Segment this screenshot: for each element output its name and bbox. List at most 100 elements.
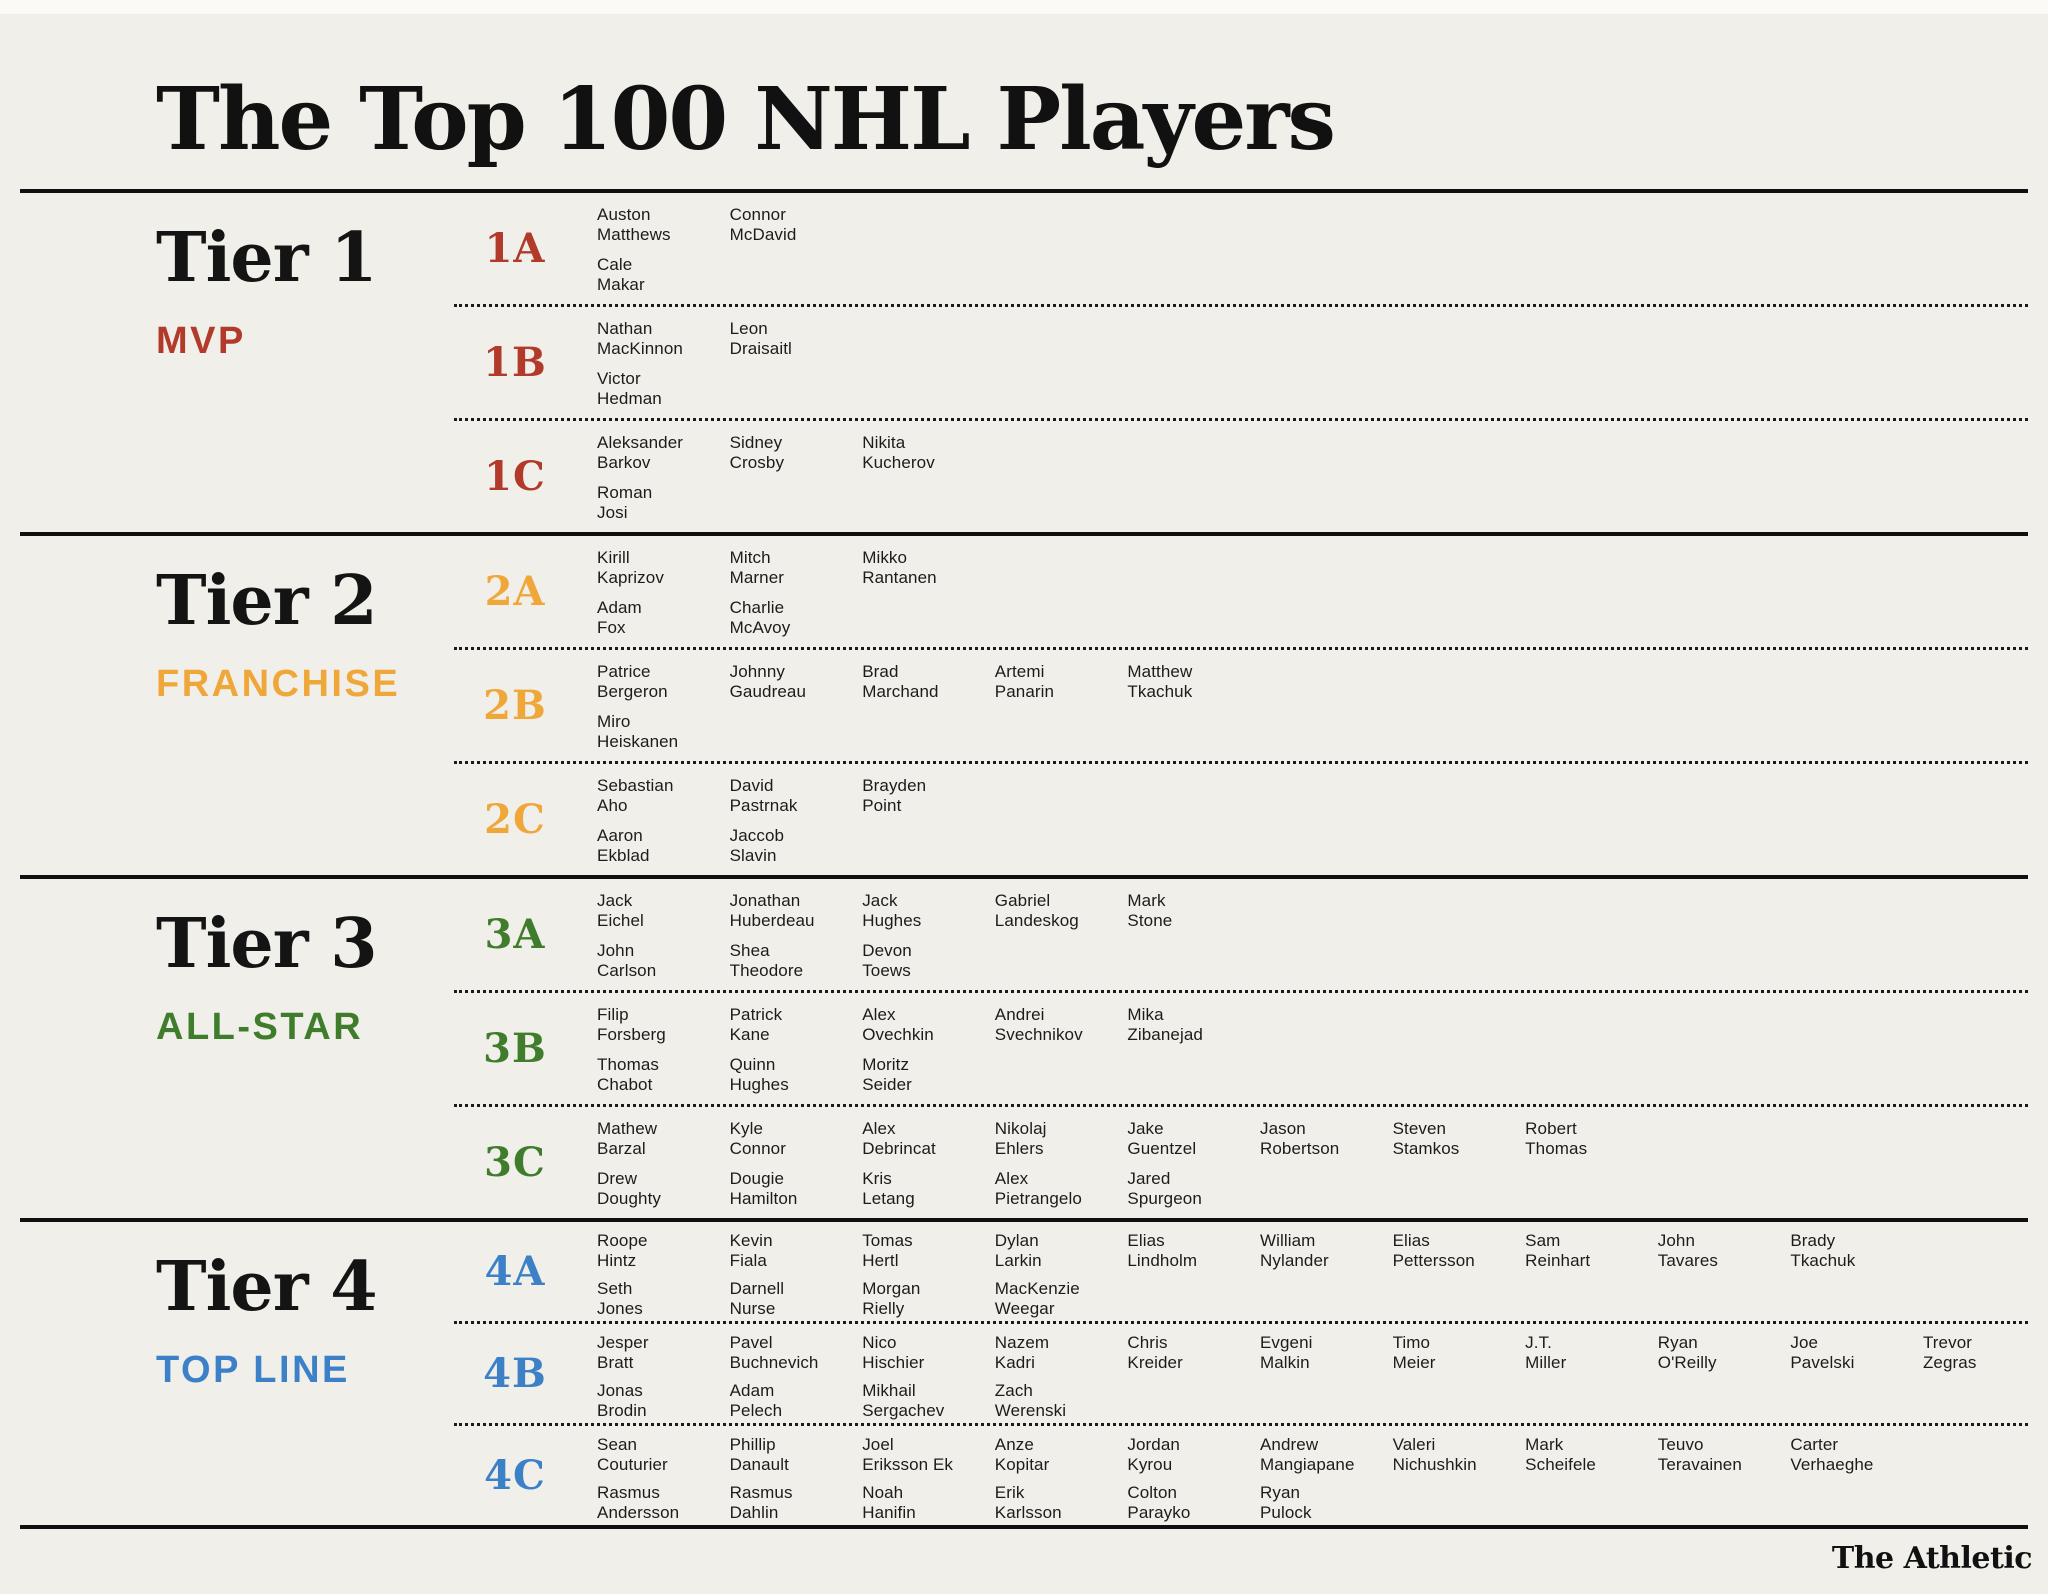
subtier-row: 3A Jack Eichel Jonathan Huberdeau Jack Hughes G… xyxy=(440,879,2028,990)
player-name: Jack Eichel xyxy=(597,891,730,930)
player-last-name: Panarin xyxy=(994,681,1055,701)
player-name: Andrew Mangiapane xyxy=(1260,1435,1393,1474)
player-name: Rasmus Dahlin xyxy=(730,1483,863,1522)
player-last-name: McDavid xyxy=(729,224,797,244)
player-last-name: Doughty xyxy=(597,1188,662,1208)
player-first-name: Kris xyxy=(862,1169,892,1188)
player-first-name: Connor xyxy=(729,205,786,224)
player-first-name: Sam xyxy=(1525,1231,1561,1250)
player-name: Devon Toews xyxy=(862,941,995,980)
player-first-name: John xyxy=(1657,1231,1696,1250)
player-last-name: Nichushkin xyxy=(1392,1454,1477,1474)
player-last-name: Nurse xyxy=(729,1298,776,1318)
player-name: Roman Josi xyxy=(597,483,730,522)
player-first-name: Miro xyxy=(597,712,631,731)
player-first-name: J.T. xyxy=(1525,1333,1553,1352)
player-last-name: Kopitar xyxy=(994,1454,1050,1474)
player-first-name: Nikita xyxy=(862,433,906,452)
player-last-name: Rantanen xyxy=(862,567,937,587)
player-first-name: Aleksander xyxy=(597,433,684,452)
player-first-name: Brady xyxy=(1790,1231,1836,1250)
player-name: Mikhail Sergachev xyxy=(862,1381,995,1420)
player-first-name: Carter xyxy=(1790,1435,1839,1454)
player-last-name: Eichel xyxy=(597,910,644,930)
player-first-name: Evgeni xyxy=(1259,1333,1313,1352)
player-name: Jesper Bratt xyxy=(597,1333,730,1372)
player-name: Artemi Panarin xyxy=(995,662,1128,701)
player-name: Nathan MacKinnon xyxy=(597,319,730,358)
player-last-name: Debrincat xyxy=(862,1138,936,1158)
player-last-name: Forsberg xyxy=(597,1024,666,1044)
subtier-label: 2A xyxy=(484,568,546,615)
player-first-name: Jason xyxy=(1259,1119,1306,1138)
player-name: Mitch Marner xyxy=(730,548,863,587)
player-first-name: Roope xyxy=(597,1231,648,1250)
player-last-name: Spurgeon xyxy=(1127,1188,1202,1208)
player-last-name: Sergachev xyxy=(862,1400,945,1420)
player-last-name: Ovechkin xyxy=(862,1024,934,1044)
player-last-name: Buchnevich xyxy=(729,1352,819,1372)
player-last-name: Kaprizov xyxy=(597,567,664,587)
subtier-divider xyxy=(454,1104,2028,1107)
player-last-name: Kreider xyxy=(1127,1352,1183,1372)
player-last-name: Werenski xyxy=(994,1400,1067,1420)
player-name: Kyle Connor xyxy=(730,1119,863,1158)
player-first-name: Brad xyxy=(862,662,899,681)
player-first-name: Valeri xyxy=(1392,1435,1436,1454)
player-first-name: Joe xyxy=(1790,1333,1819,1352)
player-name: Filip Forsberg xyxy=(597,1005,730,1044)
player-name: Adam Fox xyxy=(597,598,730,637)
player-last-name: Landeskog xyxy=(994,910,1079,930)
player-name: William Nylander xyxy=(1260,1231,1393,1270)
footer: The Athletic xyxy=(0,1529,2048,1576)
player-first-name: Gabriel xyxy=(994,891,1051,910)
tier-rows: 1A Auston Matthews Connor McDavid Cale Makar 1B… xyxy=(440,193,2048,532)
player-last-name: Hughes xyxy=(862,910,922,930)
player-name: Mark Scheifele xyxy=(1525,1435,1658,1474)
player-first-name: Nathan xyxy=(597,319,653,338)
player-last-name: Pulock xyxy=(1259,1502,1312,1522)
player-last-name: Karlsson xyxy=(994,1502,1062,1522)
player-name: Kevin Fiala xyxy=(730,1231,863,1270)
player-first-name: Timo xyxy=(1392,1333,1431,1352)
subtier-divider xyxy=(454,647,2028,650)
player-name: Shea Theodore xyxy=(730,941,863,980)
player-first-name: John xyxy=(597,941,635,960)
player-first-name: Adam xyxy=(729,1381,775,1400)
player-name: Joel Eriksson Ek xyxy=(862,1435,995,1474)
player-last-name: Pastrnak xyxy=(729,795,798,815)
player-first-name: Alex xyxy=(862,1005,896,1024)
player-first-name: Colton xyxy=(1127,1483,1178,1502)
player-name: Jake Guentzel xyxy=(1127,1119,1260,1158)
player-first-name: Dylan xyxy=(994,1231,1039,1250)
player-last-name: Kyrou xyxy=(1127,1454,1173,1474)
subtier-label: 4A xyxy=(484,1248,546,1295)
players-grid: Filip Forsberg Patrick Kane Alex Ovechkin Andr… xyxy=(590,993,2028,1104)
player-name: Jack Hughes xyxy=(862,891,995,930)
subtier-label: 1B xyxy=(483,339,547,386)
player-first-name: Roman xyxy=(597,483,653,502)
tier-info: Tier 1 MVP xyxy=(0,193,440,532)
player-first-name: Andrei xyxy=(994,1005,1045,1024)
player-first-name: Patrick xyxy=(729,1005,783,1024)
tier-section: Tier 1 MVP 1A Auston Matthews Connor McDavid Ca… xyxy=(0,193,2048,532)
subtier-label: 2C xyxy=(484,796,546,843)
player-name: J.T. Miller xyxy=(1525,1333,1658,1372)
player-first-name: Devon xyxy=(862,941,912,960)
player-first-name: Artemi xyxy=(994,662,1045,681)
subtier-divider xyxy=(454,418,2028,421)
player-last-name: Marchand xyxy=(862,681,939,701)
player-first-name: Leon xyxy=(729,319,768,338)
player-first-name: Teuvo xyxy=(1657,1435,1704,1454)
player-name: Auston Matthews xyxy=(597,205,730,244)
players-grid: Patrice Bergeron Johnny Gaudreau Brad Marchan… xyxy=(590,650,2028,761)
player-last-name: Huberdeau xyxy=(729,910,815,930)
player-first-name: Chris xyxy=(1127,1333,1168,1352)
player-last-name: Matthews xyxy=(597,224,671,244)
tier-info: Tier 4 TOP LINE xyxy=(0,1222,440,1525)
player-first-name: Mathew xyxy=(597,1119,658,1138)
subtier-row: 2A Kirill Kaprizov Mitch Marner Mikko Rantanen… xyxy=(440,536,2028,647)
tier-subtitle: TOP LINE xyxy=(156,1349,350,1392)
player-name: Timo Meier xyxy=(1393,1333,1526,1372)
player-name: Evgeni Malkin xyxy=(1260,1333,1393,1372)
